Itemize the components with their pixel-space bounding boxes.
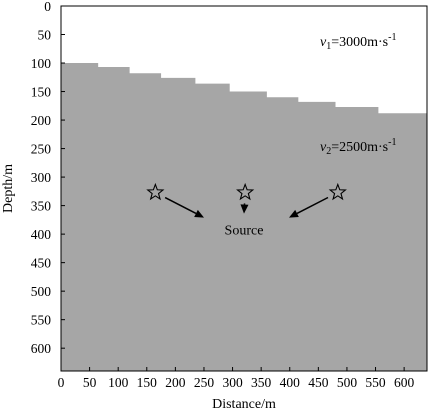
lower-layer [61,63,427,371]
source-label: Source [225,224,264,239]
v2-value: =2500m·s [331,140,388,155]
v2-superscript: -1 [388,137,396,148]
y-tick-label: 50 [38,28,52,43]
x-tick-label: 600 [394,375,415,390]
upper-layer-velocity-label: v1=3000m·s-1 [320,32,396,52]
x-tick-label: 100 [108,375,129,390]
y-tick-label: 450 [31,256,52,271]
v1-superscript: -1 [388,32,396,43]
x-tick-label: 0 [58,375,65,390]
lower-layer-velocity-label: v2=2500m·s-1 [320,137,396,157]
y-axis-label: Depth/m [1,164,16,213]
v1-value: =3000m·s [331,35,388,50]
x-tick-label: 250 [194,375,215,390]
y-tick-label: 300 [31,170,52,185]
x-tick-label: 550 [365,375,386,390]
y-tick-label: 600 [31,341,52,356]
y-tick-label: 550 [31,313,52,328]
y-tick-label: 250 [31,142,52,157]
x-tick-label: 350 [251,375,272,390]
y-tick-label: 150 [31,85,52,100]
y-tick-label: 350 [31,199,52,214]
x-tick-label: 50 [83,375,97,390]
x-axis-label: Distance/m [212,397,276,412]
x-tick-label: 500 [337,375,358,390]
x-tick-label: 400 [280,375,301,390]
x-tick-label: 450 [308,375,329,390]
y-tick-label: 0 [44,0,51,14]
y-tick-label: 500 [31,284,52,299]
x-tick-label: 200 [165,375,186,390]
y-tick-label: 200 [31,113,52,128]
x-tick-label: 300 [222,375,243,390]
y-tick-label: 400 [31,227,52,242]
y-tick-label: 100 [31,56,52,71]
x-tick-label: 150 [137,375,158,390]
